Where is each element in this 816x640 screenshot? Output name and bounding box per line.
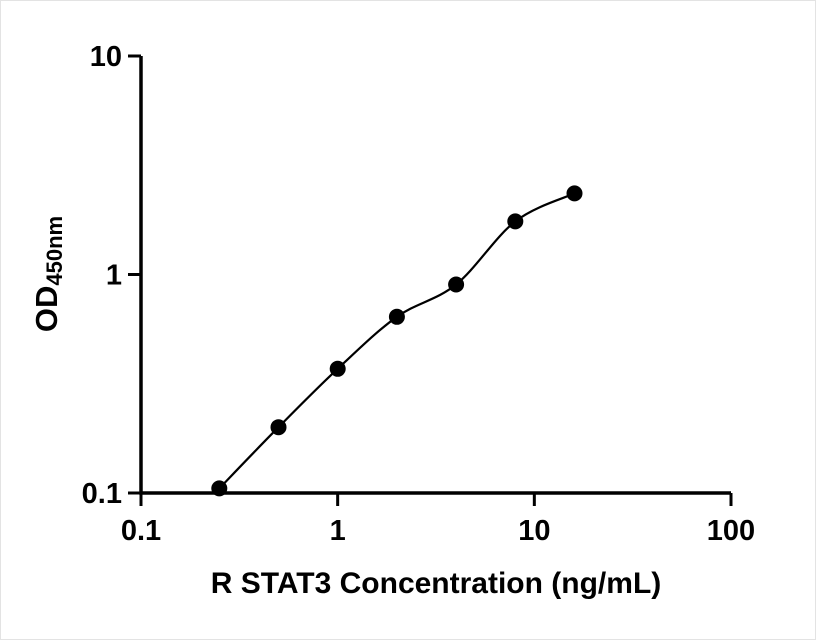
y-tick-label: 0.1: [82, 478, 122, 510]
data-point: [211, 480, 228, 497]
y-tick-label: 1: [106, 260, 122, 292]
y-axis-title-main: OD: [29, 285, 64, 333]
x-tick-label: 0.1: [121, 515, 161, 547]
y-axis-title: OD450nm: [29, 215, 67, 333]
y-tick-label: 10: [90, 41, 122, 73]
data-point: [388, 308, 405, 325]
data-point: [329, 360, 346, 377]
y-axis-title-subscript: 450nm: [42, 215, 67, 286]
x-axis-title: R STAT3 Concentration (ng/mL): [210, 567, 662, 600]
data-point: [566, 185, 583, 202]
x-tick-label: 1: [330, 515, 346, 547]
data-point: [448, 276, 465, 293]
fit-curve: [218, 192, 575, 490]
axes-frame: [139, 56, 731, 495]
data-point: [507, 213, 524, 230]
x-tick-label: 100: [707, 515, 755, 547]
x-tick-label: 10: [518, 515, 550, 547]
data-point: [270, 419, 287, 436]
